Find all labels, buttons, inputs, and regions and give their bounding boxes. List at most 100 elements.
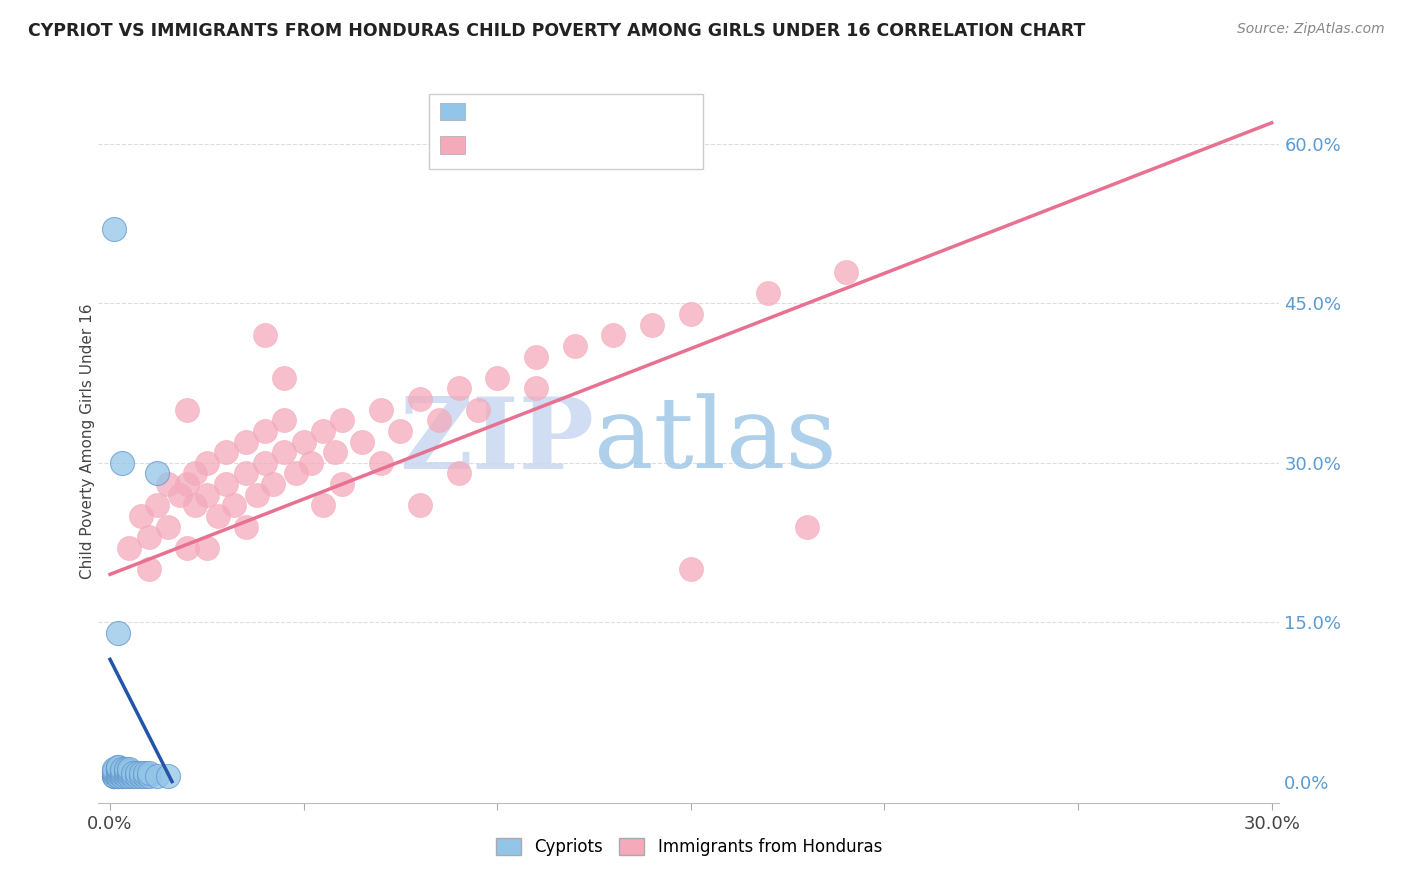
Point (215, 445, 238, 459)
Point (679, 307, 702, 321)
Point (370, 402, 392, 417)
Point (427, 413, 450, 427)
Text: -0.179: -0.179 (516, 107, 581, 125)
Point (195, 456, 218, 470)
Point (107, 769, 129, 783)
Point (103, 766, 125, 780)
Point (262, 477, 284, 491)
Point (467, 402, 489, 417)
Point (118, 541, 141, 555)
Point (312, 424, 335, 438)
Point (138, 562, 160, 576)
Legend: Cypriots, Immigrants from Honduras: Cypriots, Immigrants from Honduras (489, 831, 889, 863)
Point (176, 477, 198, 491)
Point (118, 766, 141, 780)
Point (138, 530, 160, 544)
Text: 48: 48 (626, 107, 651, 125)
Point (122, 766, 145, 780)
Point (195, 541, 218, 555)
Point (103, 769, 125, 783)
Point (409, 392, 432, 406)
Point (103, 762, 125, 776)
Point (103, 769, 125, 783)
Text: N =: N = (586, 107, 626, 125)
Point (122, 769, 145, 783)
Point (157, 769, 180, 783)
Point (107, 760, 129, 774)
Point (524, 381, 547, 395)
Point (292, 434, 315, 449)
Point (107, 769, 129, 783)
Point (103, 222, 125, 236)
Point (332, 477, 354, 491)
Point (134, 766, 156, 780)
Point (195, 488, 218, 502)
Point (447, 467, 470, 481)
Point (111, 766, 134, 780)
Point (641, 318, 664, 332)
Point (273, 413, 295, 427)
Text: atlas: atlas (595, 393, 837, 490)
Point (207, 508, 229, 523)
Point (107, 764, 129, 778)
Point (157, 477, 180, 491)
Point (129, 769, 152, 783)
Text: 60: 60 (626, 142, 651, 160)
Point (107, 762, 129, 776)
Point (409, 498, 432, 512)
Point (564, 339, 586, 353)
Point (107, 762, 129, 776)
Point (111, 456, 134, 470)
Point (486, 371, 509, 385)
Point (169, 488, 191, 502)
Point (332, 413, 354, 427)
Point (103, 764, 125, 778)
Point (447, 381, 470, 395)
Point (129, 508, 152, 523)
Point (127, 769, 149, 783)
Point (350, 434, 373, 449)
Point (389, 424, 412, 438)
Point (235, 434, 257, 449)
Point (107, 625, 129, 640)
Point (111, 766, 134, 780)
Point (184, 498, 207, 512)
Point (103, 769, 125, 783)
Point (129, 766, 152, 780)
Point (118, 762, 141, 776)
Point (176, 402, 198, 417)
Point (796, 519, 818, 533)
Text: 0.595: 0.595 (516, 142, 579, 160)
Text: R =: R = (474, 142, 513, 160)
Point (835, 264, 858, 278)
Point (138, 769, 160, 783)
Point (253, 456, 276, 470)
Point (107, 766, 129, 780)
Point (323, 445, 346, 459)
Point (127, 766, 149, 780)
Point (107, 760, 129, 774)
Point (157, 519, 180, 533)
Point (602, 328, 624, 343)
Point (215, 477, 238, 491)
Text: R =: R = (474, 107, 513, 125)
Point (370, 456, 392, 470)
Point (111, 769, 134, 783)
Point (253, 424, 276, 438)
Point (111, 762, 134, 776)
Point (184, 467, 207, 481)
Point (235, 519, 257, 533)
Y-axis label: Child Poverty Among Girls Under 16: Child Poverty Among Girls Under 16 (80, 304, 94, 579)
Point (756, 285, 779, 300)
Point (111, 769, 134, 783)
Point (312, 498, 335, 512)
Point (145, 769, 167, 783)
Point (299, 456, 322, 470)
Point (145, 498, 167, 512)
Point (114, 766, 136, 780)
Point (679, 562, 702, 576)
Point (273, 371, 295, 385)
Text: ZIP: ZIP (399, 393, 595, 490)
Point (114, 764, 136, 778)
Point (524, 350, 547, 364)
